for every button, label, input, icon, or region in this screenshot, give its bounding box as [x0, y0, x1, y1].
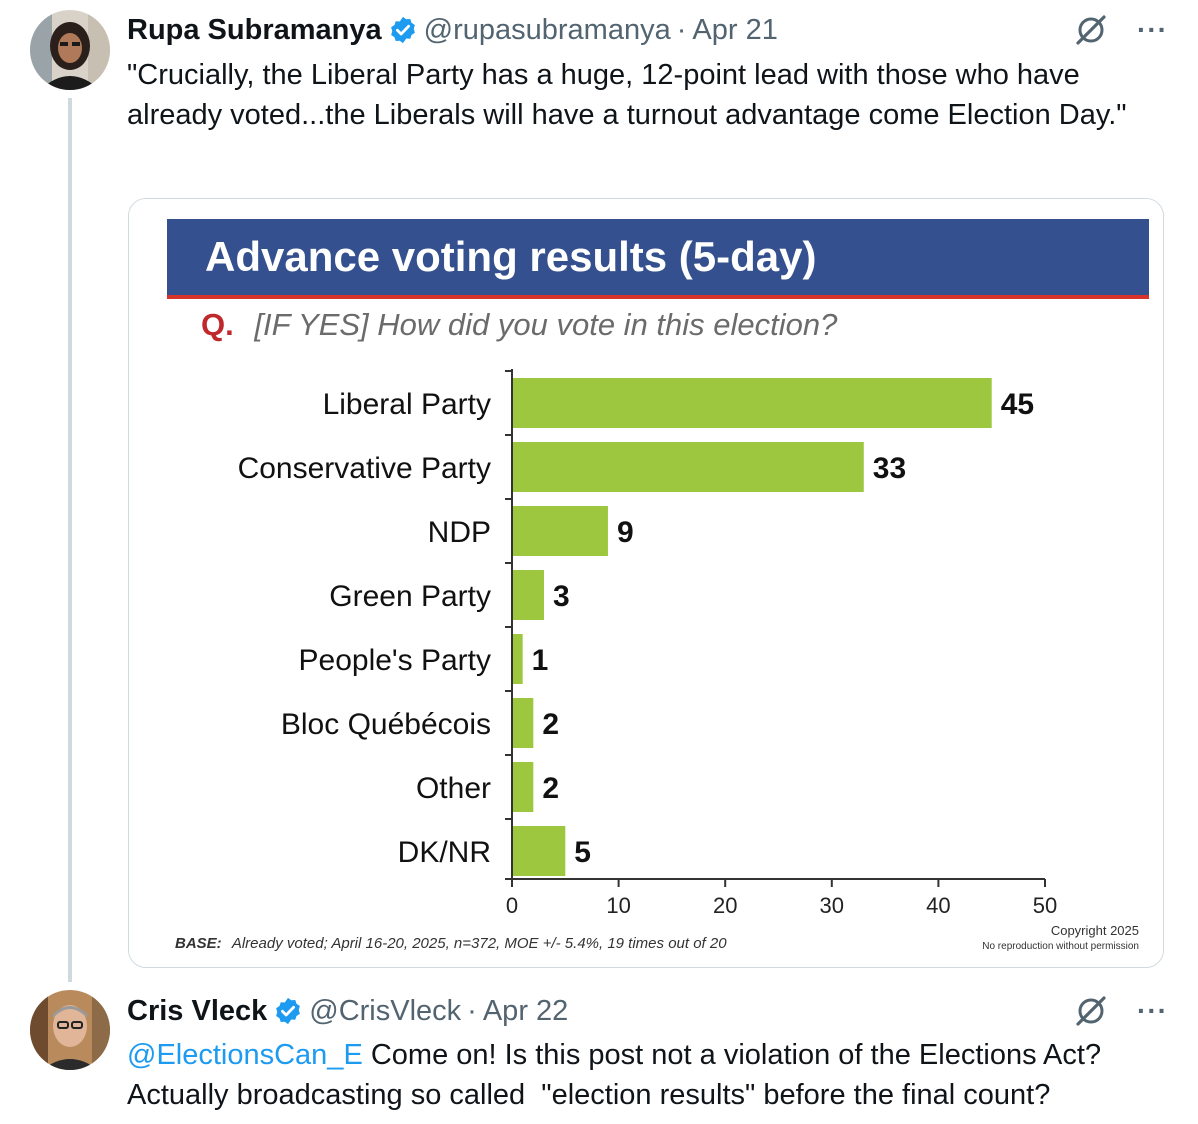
- author-name[interactable]: Rupa Subramanya: [127, 13, 382, 46]
- advance-voting-chart: Advance voting results (5-day) Q. [IF YE…: [129, 199, 1163, 967]
- value-label: 2: [542, 772, 559, 805]
- tweet-text: @ElectionsCan_E Come on! Is this post no…: [127, 1035, 1167, 1115]
- bar: [512, 570, 544, 620]
- base-text: Already voted; April 16-20, 2025, n=372,…: [231, 935, 727, 952]
- chart-title: Advance voting results (5-day): [205, 233, 816, 280]
- tweet-header: Rupa Subramanya @rupasubramanya · Apr 21: [127, 10, 778, 50]
- media-chart-card[interactable]: Advance voting results (5-day) Q. [IF YE…: [128, 198, 1164, 968]
- tweet-actions: ···: [1073, 12, 1168, 48]
- author-handle[interactable]: @rupasubramanya: [423, 13, 671, 46]
- avatar[interactable]: [30, 990, 110, 1070]
- question-text: [IF YES] How did you vote in this electi…: [253, 307, 838, 342]
- svg-text:Q. [IF YES] How did yo: Q. [IF YES] How did you vote in this ele…: [201, 307, 838, 342]
- category-label: Other: [416, 772, 491, 805]
- bar: [512, 826, 566, 876]
- verified-badge-icon: [388, 15, 418, 45]
- post-date[interactable]: Apr 22: [482, 994, 569, 1027]
- tweet-text: "Crucially, the Liberal Party has a huge…: [127, 59, 1127, 131]
- bar: [512, 634, 523, 684]
- base-label: BASE:: [175, 935, 222, 952]
- x-tick-label: 50: [1033, 893, 1057, 918]
- bar: [512, 698, 534, 748]
- verified-badge-icon: [273, 996, 303, 1026]
- tweet-header: Cris Vleck @CrisVleck · Apr 22: [127, 991, 568, 1031]
- value-label: 5: [574, 836, 591, 869]
- x-tick-label: 30: [820, 893, 844, 918]
- tweet-text-line2: Actually broadcasting so called "electio…: [127, 1079, 1051, 1111]
- value-label: 33: [873, 452, 906, 485]
- bars-group: Liberal Party 45 Conservative Party 33 NDP 9 G…: [238, 370, 1034, 876]
- category-label: NDP: [428, 516, 491, 549]
- value-label: 1: [532, 644, 549, 677]
- question-prefix: Q.: [201, 307, 234, 342]
- bar: [512, 762, 534, 812]
- x-tick-label: 20: [713, 893, 737, 918]
- value-label: 3: [553, 580, 570, 613]
- value-label: 45: [1001, 388, 1034, 421]
- category-label: Bloc Québécois: [281, 708, 491, 741]
- more-options-icon[interactable]: ···: [1137, 995, 1168, 1026]
- value-label: 2: [542, 708, 559, 741]
- post-date[interactable]: Apr 21: [692, 13, 778, 46]
- bar: [512, 378, 992, 428]
- thread-line: [68, 98, 72, 982]
- category-label: Liberal Party: [323, 388, 491, 421]
- separator: ·: [676, 13, 687, 46]
- value-label: 9: [617, 516, 634, 549]
- grok-icon[interactable]: [1073, 12, 1109, 48]
- avatar[interactable]: [30, 10, 110, 90]
- x-tick-label: 10: [606, 893, 630, 918]
- mention-link[interactable]: @ElectionsCan_E: [127, 1039, 363, 1071]
- category-label: Green Party: [329, 580, 491, 613]
- svg-text:BASE: Already voted; A: BASE: Already voted; April 16-20, 2025, …: [175, 935, 727, 952]
- bar: [512, 442, 864, 492]
- grok-icon[interactable]: [1073, 993, 1109, 1029]
- copyright-line1: Copyright 2025: [1051, 923, 1139, 938]
- category-label: People's Party: [299, 644, 492, 677]
- x-ticks-group: 0 10 20 30 40 50: [506, 879, 1057, 918]
- bar: [512, 506, 608, 556]
- author-handle[interactable]: @CrisVleck: [309, 994, 462, 1027]
- category-label: DK/NR: [398, 836, 491, 869]
- chart-header-accent-line: [167, 295, 1149, 299]
- copyright-line2: No reproduction without permission: [982, 941, 1139, 952]
- more-options-icon[interactable]: ···: [1137, 14, 1168, 45]
- category-label: Conservative Party: [238, 452, 491, 485]
- x-tick-label: 0: [506, 893, 518, 918]
- tweet-cris: Cris Vleck @CrisVleck · Apr 22 ··· @Elec…: [0, 985, 1198, 1124]
- tweet-text-line1: Come on! Is this post not a violation of…: [362, 1039, 1102, 1071]
- x-tick-label: 40: [926, 893, 950, 918]
- tweet-rupa: Rupa Subramanya @rupasubramanya · Apr 21…: [30, 10, 1168, 982]
- separator: ·: [467, 994, 477, 1027]
- tweet-actions: ···: [1073, 993, 1168, 1029]
- author-name[interactable]: Cris Vleck: [127, 994, 268, 1027]
- chart-header-bar: [167, 219, 1149, 295]
